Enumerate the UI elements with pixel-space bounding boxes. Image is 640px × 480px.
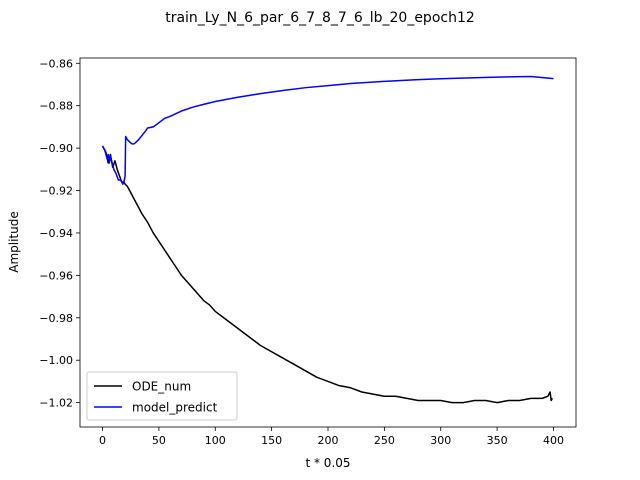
x-tick-label: 100: [205, 434, 226, 447]
y-tick-label: −0.96: [39, 269, 73, 282]
y-axis-ticks: −1.02 −1.00 −0.98 −0.96 −0.94 −0.92 −0.90 −0.88…: [39, 57, 80, 410]
legend-label-model-predict: model_predict: [132, 401, 218, 415]
x-tick-label: 300: [430, 434, 451, 447]
y-tick-label: −1.00: [39, 354, 73, 367]
legend-label-ode-num: ODE_num: [132, 380, 191, 394]
legend: ODE_num model_predict: [86, 371, 238, 421]
x-tick-label: 150: [261, 434, 282, 447]
x-tick-label: 400: [543, 434, 564, 447]
x-axis-ticks: 0 50 100 150 200 250 300 350 400: [99, 427, 564, 447]
legend-frame: [86, 371, 238, 421]
x-tick-label: 0: [99, 434, 106, 447]
y-tick-label: −0.88: [39, 100, 73, 113]
y-tick-label: −0.98: [39, 312, 73, 325]
y-tick-label: −0.94: [39, 227, 73, 240]
y-axis-label: Amplitude: [7, 211, 21, 273]
series-line-0: [101, 145, 553, 404]
x-tick-label: 50: [152, 434, 166, 447]
x-tick-label: 250: [374, 434, 395, 447]
y-tick-label: −0.86: [39, 57, 73, 70]
x-tick-label: 350: [487, 434, 508, 447]
series-layer: [101, 75, 554, 404]
y-tick-label: −1.02: [39, 397, 73, 410]
x-tick-label: 200: [318, 434, 339, 447]
series-line-1: [101, 75, 554, 185]
y-tick-label: −0.92: [39, 185, 73, 198]
y-tick-label: −0.90: [39, 142, 73, 155]
chart-title: train_Ly_N_6_par_6_7_8_7_6_lb_20_epoch12: [165, 10, 475, 26]
x-axis-label: t * 0.05: [305, 456, 350, 470]
